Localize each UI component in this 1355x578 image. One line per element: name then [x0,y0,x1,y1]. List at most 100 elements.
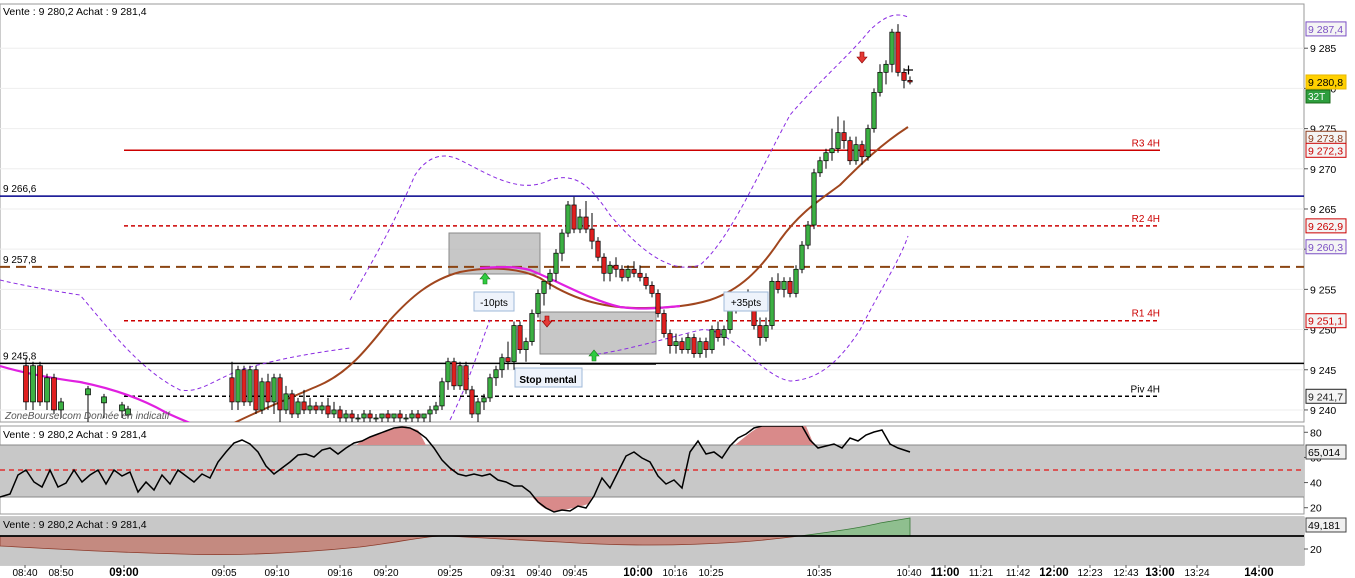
candle [547,269,553,290]
candle [559,229,565,262]
candle [445,357,451,390]
candle [361,409,367,422]
candle [349,409,355,422]
price-badge-label: 9 280,8 [1308,77,1343,89]
candle [331,401,337,418]
candle [30,361,36,410]
candle [871,88,877,133]
level-label-0: R3 4H [1132,138,1160,149]
oscillator-badge: 49,181 [1305,517,1347,533]
candle [301,389,307,414]
candle [607,261,613,282]
candle [523,337,529,362]
price-badge-label: 9 260,3 [1308,242,1343,254]
candle [847,136,853,165]
candle [685,333,691,354]
candle [277,373,283,422]
candle [427,405,433,422]
rsi-line [0,426,911,513]
candle [517,321,523,354]
candle [631,261,637,278]
candle [661,309,667,338]
candle [901,68,907,89]
rsi-overbought-fill [356,426,426,445]
candle [493,365,499,386]
candle [697,337,703,358]
x-tick-label: 09:31 [490,568,515,578]
candle [811,168,817,230]
cross-cursor-icon [904,65,913,75]
price-panel-header: Vente : 9 280,2 Achat : 9 281,4 [3,6,147,18]
candle [23,357,29,410]
y-tick-label: 9 270 [1310,164,1336,176]
candle [44,373,50,410]
watermark: ZoneBourse.com Donnée en indicatif [4,411,171,422]
price-badge [1305,142,1347,158]
x-tick-label: 10:16 [662,568,687,578]
candle [529,309,535,346]
candle [823,148,829,169]
price-badge [1305,239,1347,255]
candle [883,60,889,85]
signal-arrows [479,51,913,362]
candle [313,401,319,414]
x-tick-label: 13:00 [1145,567,1174,578]
candle [101,393,107,418]
x-tick-label: 10:25 [698,568,723,578]
oscillator-panel-header: Vente : 9 280,2 Achat : 9 281,4 [3,519,147,531]
price-badge [1305,388,1347,404]
candle [859,140,865,165]
candle [625,265,631,282]
price-panel[interactable]: R3 4H 9 266,6 R2 4H 9 257,8 R1 4H 9 245,8 Piv … [0,3,1347,425]
candle [415,409,421,422]
candle [481,393,487,410]
sell-arrow-icon-2 [856,51,868,64]
candle [355,413,361,422]
candle [769,277,775,330]
price-badge [1305,74,1347,90]
x-tick-label: 09:16 [327,568,352,578]
candle [397,409,403,422]
level-label-4: R1 4H [1132,309,1160,320]
buy-arrow-icon-2 [588,349,600,362]
candle [553,249,559,282]
oscillator-panel[interactable]: Vente : 9 280,2 Achat : 9 281,4 20 49,18… [0,516,1347,566]
svg-text:+35pts: +35pts [731,298,761,309]
candle [787,277,793,298]
x-tick-label: 12:23 [1077,568,1102,578]
candle [613,257,619,278]
bollinger-upper-band [349,14,909,301]
candle [709,325,715,354]
candle [703,337,709,358]
x-tick-label: 12:43 [1113,568,1138,578]
candle [319,401,325,414]
osc-y-label: 20 [1310,544,1322,556]
x-tick-label: 09:25 [437,568,462,578]
candle [37,361,43,406]
level-label-3: 9 257,8 [3,255,37,266]
candle [373,413,379,422]
candle [793,265,799,298]
price-badge-label: 9 273,8 [1308,133,1343,145]
candle [469,385,475,418]
y-tick-label: 9 240 [1310,405,1336,417]
candle [835,116,841,153]
time-axis: 08:40 08:50 09:00 09:05 09:10 09:16 09:20 09:25… [12,565,1274,578]
candle [499,353,505,378]
oscillator-negative-area [0,535,801,556]
candle [817,156,823,177]
candle [457,361,463,390]
candle [409,409,415,422]
y-tick-label: 9 245 [1310,365,1336,377]
x-tick-label: 10:35 [806,568,831,578]
candle [259,377,265,414]
candle [535,289,541,318]
candle [805,221,811,250]
candle [451,357,457,390]
rsi-panel[interactable]: Vente : 9 280,2 Achat : 9 281,4 80604020… [0,425,1347,515]
x-tick-label: 12:00 [1039,567,1068,578]
candle [343,409,349,422]
candle [649,281,655,298]
tick-count-label: 32T [1308,92,1325,103]
